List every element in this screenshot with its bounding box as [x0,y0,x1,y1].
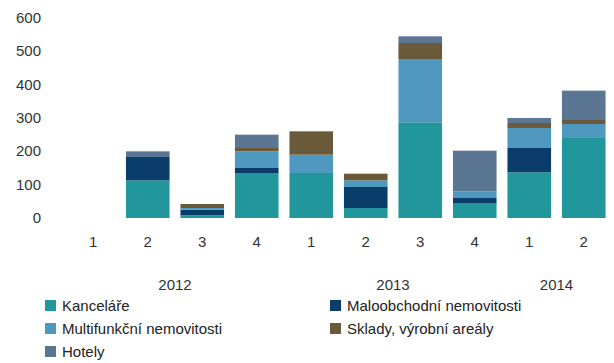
bar-segment [344,174,388,181]
bar-segment [235,173,279,218]
bar-segment [235,135,279,148]
bar-segment [398,122,442,218]
bar-segment [289,173,333,218]
bar-segment [507,148,551,172]
bar-segment [507,128,551,148]
bar-segment [453,151,497,192]
bar-segment [126,180,170,218]
y-tick-label: 300 [16,109,41,126]
bar-segment [344,187,388,208]
bar-segment [180,204,224,205]
bar-segment [398,43,442,60]
bar-segment [507,172,551,218]
x-tick-label: 2 [580,233,588,250]
bar-segment [71,218,115,219]
bar-segment [289,131,333,132]
bar-segment [562,124,606,138]
bar-segment [235,151,279,168]
bar-segment [180,210,224,216]
x-tick-label: 2 [144,233,152,250]
bar-segment [562,138,606,218]
legend-label: Sklady, výrobní areály [347,320,494,337]
bar-segment [398,60,442,123]
bar-segment [71,218,115,219]
legend-swatch [45,300,56,311]
y-tick-label: 200 [16,142,41,159]
bar-segment [180,215,224,218]
legend-swatch [45,346,56,357]
x-tick-label: 1 [89,233,97,250]
bar-segment [562,91,606,120]
x-group-label: 2012 [158,276,191,293]
bar-segment [562,120,606,124]
bar-segment [180,204,224,208]
bar-segment [71,218,115,219]
y-tick-label: 0 [33,209,41,226]
bar-segment [453,198,497,203]
legend-swatch [330,323,341,334]
bars [126,36,606,218]
y-tick-label: 600 [16,9,41,26]
legend-label: Multifunkční nemovitosti [62,320,222,337]
x-group-label: 2014 [540,276,573,293]
bar-segment [344,180,388,187]
y-tick-label: 100 [16,176,41,193]
bar-segment [507,123,551,128]
x-group-label: 2013 [376,276,409,293]
x-tick-label: 4 [471,233,479,250]
legend-swatch [330,300,341,311]
bar-segment [235,148,279,151]
bar-segment [507,118,551,123]
x-tick-label: 1 [307,233,315,250]
bar-segment [453,191,497,198]
legend-label: Hotely [62,343,105,360]
bar-segment [398,36,442,43]
legend-label: Kanceláře [62,297,130,314]
y-tick-label: 500 [16,42,41,59]
bar-segment [289,131,333,154]
bar-segment [126,151,170,156]
bar-segment [180,208,224,210]
legend-swatch [45,323,56,334]
bar-segment [71,218,115,219]
x-tick-label: 2 [362,233,370,250]
legend-label: Maloobchodní nemovitosti [347,297,521,314]
bar-segment [126,156,170,180]
chart: 0 100 200 300 400 500 600 1 2 3 4 1 2 3 4 1 2 2012 2013 201… [0,0,614,363]
bar-segment [344,208,388,218]
x-tick-label: 3 [198,233,206,250]
bar-segment [71,218,115,219]
x-tick-label: 4 [253,233,261,250]
y-tick-label: 400 [16,76,41,93]
bar-segment [289,155,333,173]
x-tick-label: 1 [525,233,533,250]
bar-segment [453,203,497,218]
bar-segment [344,173,388,174]
bar-segment [235,168,279,173]
x-tick-label: 3 [416,233,424,250]
